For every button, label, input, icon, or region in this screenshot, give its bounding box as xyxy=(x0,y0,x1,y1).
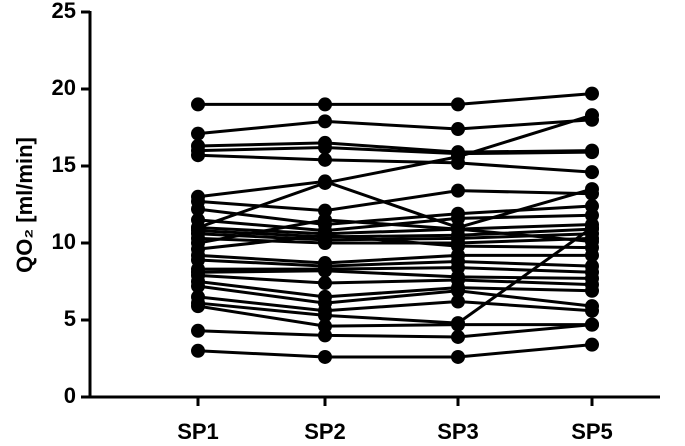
series-line xyxy=(197,258,593,268)
series-line xyxy=(197,253,592,265)
y-tick-label: 20 xyxy=(52,75,76,100)
data-point xyxy=(191,148,205,163)
series-line xyxy=(197,226,593,325)
data-point xyxy=(451,149,465,164)
x-tick-label: SP5 xyxy=(571,419,613,444)
data-point xyxy=(318,308,332,323)
data-point xyxy=(585,186,599,201)
series-line xyxy=(197,218,593,245)
data-point xyxy=(585,317,599,332)
y-tick-label: 5 xyxy=(64,306,76,331)
data-point xyxy=(191,97,205,112)
data-point xyxy=(451,97,465,112)
series-line xyxy=(197,295,593,313)
data-point xyxy=(585,303,599,318)
data-point xyxy=(585,337,599,352)
series-line xyxy=(197,280,593,299)
data-point xyxy=(451,211,465,226)
y-tick-label: 10 xyxy=(52,229,76,254)
data-point xyxy=(585,220,599,235)
data-point xyxy=(451,317,465,332)
series-line xyxy=(197,304,592,328)
x-tick-label: SP3 xyxy=(437,419,479,444)
y-axis-label: QO₂ [ml/min] xyxy=(12,137,37,273)
series-line xyxy=(197,233,593,251)
series-line xyxy=(197,189,593,213)
data-point xyxy=(318,263,332,278)
data-point xyxy=(318,328,332,343)
data-point xyxy=(585,108,599,123)
series-line xyxy=(197,204,593,227)
data-point xyxy=(191,126,205,141)
series-line xyxy=(197,273,593,287)
data-point xyxy=(318,140,332,155)
series-line xyxy=(197,153,593,174)
data-point xyxy=(451,283,465,298)
data-point xyxy=(318,212,332,227)
data-point xyxy=(585,165,599,180)
data-point xyxy=(451,294,465,309)
data-point xyxy=(318,276,332,291)
data-point xyxy=(191,279,205,294)
series-line xyxy=(198,92,593,106)
data-point xyxy=(318,97,332,112)
series-line xyxy=(197,118,593,136)
series-line xyxy=(197,179,593,230)
data-point xyxy=(451,349,465,364)
data-point xyxy=(191,299,205,314)
series-line xyxy=(197,284,593,308)
data-point xyxy=(451,122,465,137)
data-point xyxy=(318,349,332,364)
series-line xyxy=(197,323,593,339)
data-point xyxy=(451,329,465,344)
data-point xyxy=(191,202,205,217)
series-line xyxy=(198,266,593,274)
data-point xyxy=(191,343,205,358)
series-line xyxy=(197,146,593,156)
y-tick-label: 15 xyxy=(52,152,76,177)
data-point xyxy=(585,86,599,101)
data-point xyxy=(191,323,205,338)
data-point xyxy=(451,222,465,237)
data-point xyxy=(318,114,332,129)
data-point xyxy=(318,228,332,243)
data-point xyxy=(318,174,332,189)
data-point xyxy=(451,183,465,198)
series-line xyxy=(197,343,593,359)
series-line xyxy=(197,236,593,245)
series-line xyxy=(197,269,593,280)
y-tick-label: 0 xyxy=(64,383,76,408)
x-tick-label: SP2 xyxy=(304,419,346,444)
y-tick-label: 25 xyxy=(52,0,76,23)
data-point xyxy=(585,248,599,263)
x-tick-label: SP1 xyxy=(177,419,219,444)
series-line xyxy=(197,141,593,154)
data-point xyxy=(585,283,599,298)
series-line xyxy=(197,227,593,239)
data-point xyxy=(318,152,332,167)
data-point xyxy=(585,145,599,160)
